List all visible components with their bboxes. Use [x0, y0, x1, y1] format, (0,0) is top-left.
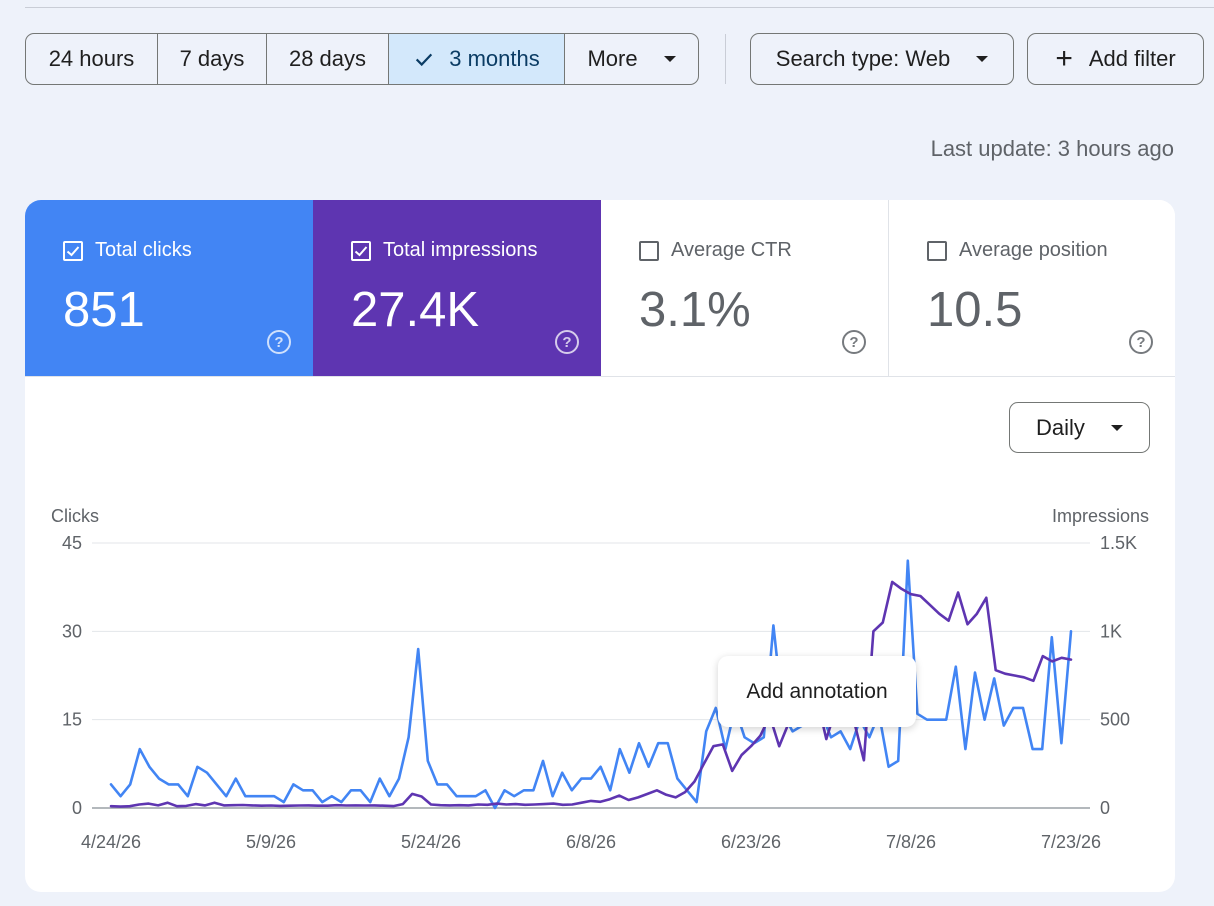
metric-label: Average CTR [671, 239, 792, 261]
range-more-label: More [587, 46, 638, 71]
metric-total-clicks[interactable]: Total clicks 851 ? [25, 200, 313, 376]
metric-value: 10.5 [927, 283, 1023, 337]
checkbox-checked-icon[interactable] [351, 240, 371, 261]
help-icon[interactable]: ? [555, 330, 579, 354]
metric-label: Total impressions [383, 239, 538, 261]
range-3-months-label: 3 months [449, 46, 540, 71]
search-type-button[interactable]: Search type: Web [750, 33, 1014, 85]
granularity-label: Daily [1036, 414, 1085, 440]
card-divider [25, 376, 1175, 377]
granularity-dropdown[interactable]: Daily [1009, 402, 1150, 453]
help-icon[interactable]: ? [1129, 330, 1153, 354]
checkbox-checked-icon[interactable] [63, 240, 83, 261]
plus-icon: + [1055, 42, 1073, 75]
metric-label-row: Total clicks [63, 239, 192, 262]
performance-card: Total clicks 851 ? Total impressions 27.… [25, 200, 1175, 892]
range-more-dropdown[interactable]: More [565, 34, 698, 84]
help-icon[interactable]: ? [267, 330, 291, 354]
help-icon[interactable]: ? [842, 330, 866, 354]
check-icon [416, 53, 433, 67]
add-filter-button[interactable]: + Add filter [1027, 33, 1204, 85]
date-range-selector: 24 hours 7 days 28 days 3 months More [25, 33, 699, 85]
checkbox-unchecked-icon[interactable] [639, 240, 659, 261]
range-7-days[interactable]: 7 days [158, 34, 267, 84]
toolbar-divider [725, 34, 726, 84]
caret-down-icon [1110, 424, 1123, 431]
caret-down-icon [976, 56, 989, 62]
metric-average-position[interactable]: Average position 10.5 ? [889, 200, 1175, 376]
metric-label: Total clicks [95, 239, 192, 261]
metric-value: 3.1% [639, 283, 751, 337]
metric-label-row: Total impressions [351, 239, 538, 262]
add-filter-label: Add filter [1088, 46, 1176, 71]
top-divider [25, 7, 1214, 8]
metric-value: 27.4K [351, 283, 480, 337]
metric-total-impressions[interactable]: Total impressions 27.4K ? [313, 200, 601, 376]
metric-value: 851 [63, 283, 145, 337]
caret-down-icon [663, 56, 676, 62]
metric-average-ctr[interactable]: Average CTR 3.1% ? [601, 200, 889, 376]
range-28-days[interactable]: 28 days [267, 34, 389, 84]
checkbox-unchecked-icon[interactable] [927, 240, 947, 261]
range-3-months[interactable]: 3 months [389, 34, 565, 84]
metric-label-row: Average CTR [639, 239, 792, 262]
metric-label: Average position [959, 239, 1108, 261]
last-update-text: Last update: 3 hours ago [930, 136, 1174, 161]
search-type-label: Search type: Web [775, 46, 951, 71]
range-24-hours[interactable]: 24 hours [26, 34, 158, 84]
metric-label-row: Average position [927, 239, 1108, 262]
add-annotation-tooltip[interactable]: Add annotation [718, 656, 916, 727]
